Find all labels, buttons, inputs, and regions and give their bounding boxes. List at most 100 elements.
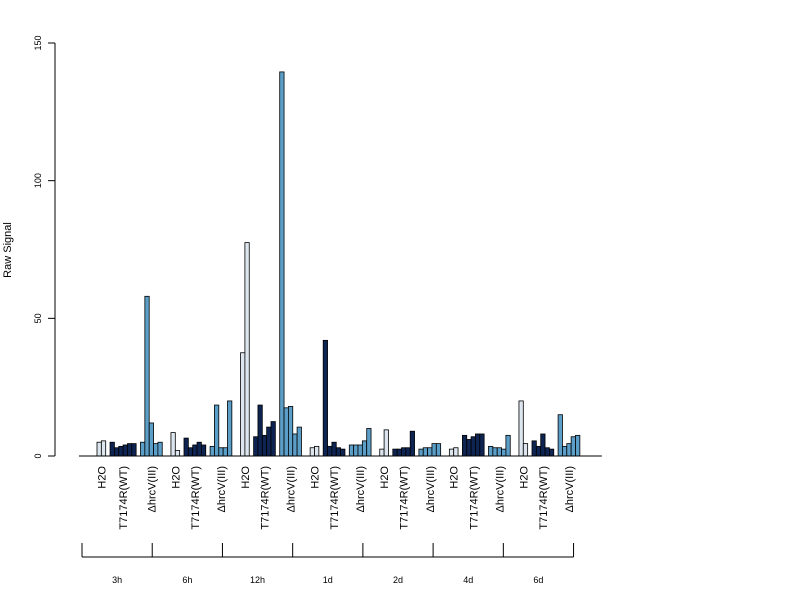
bar [209,445,215,457]
y-tick-label: 50 [33,313,43,323]
bar [227,400,233,457]
bar [557,414,563,457]
bar [327,445,333,457]
x-group-label: H2O [170,466,182,489]
y-tick-label: 0 [33,453,43,458]
bar [501,448,507,457]
bar [261,434,268,457]
time-point-label: 4d [463,575,473,585]
bar [396,448,402,457]
bar [422,447,428,457]
y-tick-label: 100 [33,173,43,188]
bar [314,445,320,457]
bar [109,441,115,457]
bar [127,443,133,457]
x-group-label: T7174R(WT) [190,466,202,530]
bar [401,447,407,457]
bar [392,448,398,457]
bar [518,400,524,457]
x-group-label: T7174R(WT) [329,466,341,530]
bar [405,447,411,457]
time-point-label: 1d [323,575,333,585]
bar [466,439,472,457]
x-group-label: ΔhrcV(III) [216,466,228,512]
bar [418,448,424,457]
bar [170,432,176,457]
bar [100,440,107,457]
bar [253,436,259,457]
bar [257,404,263,457]
bar [322,339,328,457]
bar [353,444,359,457]
y-axis: 0 50 100 150 [33,35,56,459]
bar [575,434,581,457]
bar [292,433,298,457]
x-group-label: T7174R(WT) [118,466,130,530]
bar [361,440,368,457]
bar [140,441,146,457]
bar [566,443,572,457]
time-point-label: 2d [393,575,403,585]
bar [570,436,576,457]
bar [479,433,485,457]
x-group-label: H2O [310,466,322,489]
bar [453,447,459,457]
bar [348,444,355,457]
time-point-label: 6d [533,575,543,585]
bar [118,445,124,457]
x-group-label: H2O [96,466,108,489]
bar [240,352,246,457]
bar [153,443,159,457]
x-group-label: H2O [240,466,252,489]
bar [331,441,337,457]
bar [522,443,529,457]
bar [540,433,546,457]
bar [448,448,455,457]
time-point-label: 3h [112,575,122,585]
x-group-label: ΔhrcV(III) [425,466,437,512]
bar [266,426,272,457]
x-group-label: T7174R(WT) [259,466,271,530]
bar [283,407,289,457]
time-axis: 3h 6h 12h 1d 2d 4d 6d [81,543,575,585]
bar [187,447,194,457]
bar [296,426,302,457]
bar [174,450,181,457]
time-point-label: 6h [182,575,192,585]
bar [431,443,437,457]
bar [335,447,341,457]
y-axis-title: Raw Signal [2,222,14,278]
bar [531,440,537,457]
bar [222,447,228,457]
x-group-label: ΔhrcV(III) [146,466,158,512]
bar [544,447,550,457]
bar [148,422,154,457]
x-group-label: T7174R(WT) [468,466,480,530]
bar [427,447,433,457]
y-tick-label: 150 [33,35,43,50]
bar [383,429,389,457]
bar [535,445,542,457]
bar [96,441,102,457]
x-group-label: ΔhrcV(III) [494,466,506,512]
bar [218,447,224,457]
bar [435,443,442,457]
bar [309,447,315,457]
bar [157,441,163,457]
bar [549,448,555,457]
x-group-label: H2O [449,466,461,489]
bar [114,447,120,457]
bar [357,444,363,457]
bar [244,242,250,457]
x-group-label: ΔhrcV(III) [355,466,367,512]
bar [475,433,481,457]
x-group-label: ΔhrcV(III) [564,466,576,512]
bar [562,445,568,457]
bar [505,434,511,457]
x-group-label: H2O [379,466,391,489]
bar [144,295,150,457]
bar [492,447,498,457]
x-group-label: H2O [518,466,530,489]
bar [409,430,415,457]
x-group-label: T7174R(WT) [399,466,411,530]
